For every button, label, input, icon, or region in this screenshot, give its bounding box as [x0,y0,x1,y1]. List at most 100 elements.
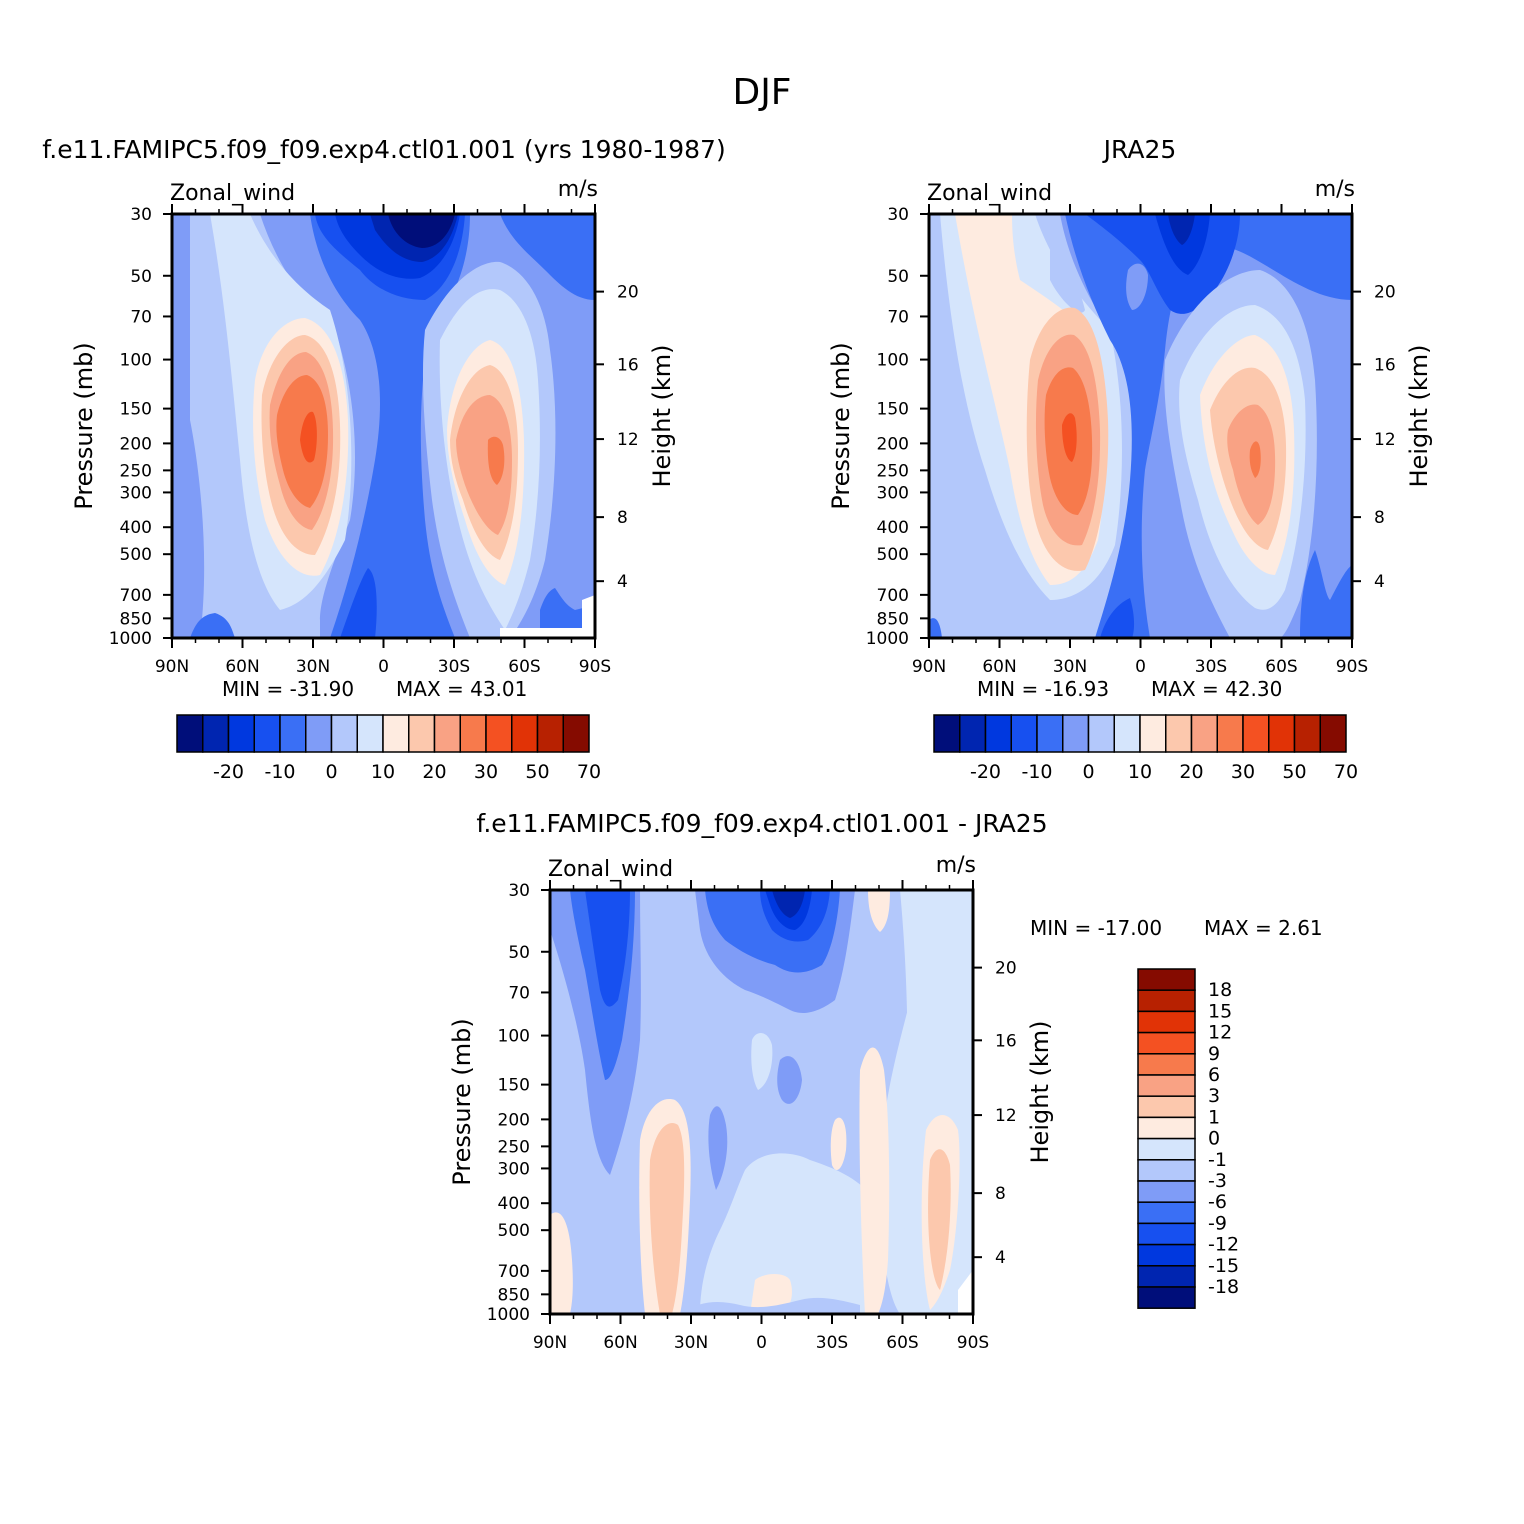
panel-obs-y2tick-label: 16 [1374,355,1396,375]
panel-model-xtick-label: 60S [508,657,540,677]
panel-obs-colorbar-swatch [933,714,961,753]
panel-model-colorbar-swatch [536,714,564,753]
panel-diff-colorbar-label: -6 [1208,1191,1227,1213]
panel-model-colorbar-swatch [305,714,333,753]
panel-obs-colorbar-swatch [1190,714,1218,753]
panel-diff-xtick-label: 60S [886,1333,918,1353]
panel-obs-y2tick-label: 20 [1374,283,1396,303]
panel-diff-colorbar-label: 12 [1208,1022,1232,1044]
panel-obs-colorbar-label: -10 [1021,761,1052,783]
panel-diff-xtick-label: 90N [533,1333,567,1353]
panel-obs-xtick-label: 60N [982,657,1016,677]
panel-diff-colorbar-swatch [1137,1265,1196,1288]
panel-obs-colorbar-swatch [1062,714,1090,753]
panel-diff-title: f.e11.FAMIPC5.f09_f09.exp4.ctl01.001 - J… [476,809,1047,838]
panel-diff-y2tick-label: 4 [995,1248,1006,1268]
panel-diff-xtick-label: 60N [603,1333,637,1353]
panel-diff-units: m/s [936,853,976,878]
panel-obs-colorbar-label: 30 [1231,761,1255,783]
panel-diff-xtick-label: 0 [756,1333,767,1353]
panel-diff-ytick-label: 200 [498,1110,530,1130]
panel-obs-colorbar-label: 10 [1128,761,1152,783]
panel-model-y2tick-label: 8 [617,508,628,528]
panel-model-xtick-label: 30S [438,657,470,677]
panel-diff-y2tick-label: 16 [995,1031,1017,1051]
panel-model-colorbar-label: 0 [325,761,337,783]
panel-diff-ytick-label: 150 [498,1076,530,1096]
panel-model-max: MAX = 43.01 [396,677,527,701]
panel-obs-y2tick-label: 12 [1374,430,1396,450]
panel-obs-ytick-label: 400 [877,518,909,538]
panel-model-xtick-label: 0 [378,657,389,677]
panel-obs-ytick-label: 1000 [866,629,909,649]
panel-diff-ytick-label: 250 [498,1137,530,1157]
panel-model-colorbar-label: 70 [577,761,601,783]
panel-model-xtick-label: 60N [225,657,259,677]
panel-obs-ytick-label: 250 [877,461,909,481]
panel-diff-ytick-label: 1000 [487,1305,530,1325]
panel-diff-colorbar-swatch [1137,1243,1196,1267]
axes-layer: 3050701001502002503004005007008501000201… [70,204,1433,1353]
panel-obs-ytick-label: 100 [877,351,909,371]
panel-obs-xtick-label: 90N [912,657,946,677]
panel-model-ytick-label: 500 [120,545,152,565]
panel-model-y2tick-label: 12 [617,430,639,450]
panel-diff-ytick-label: 400 [498,1194,530,1214]
panel-obs-field [929,214,1352,638]
panel-obs-xtick-label: 90S [1336,657,1368,677]
panel-diff-colorbar-label: -12 [1208,1234,1239,1256]
panel-diff-colorbar-swatch [1137,1286,1196,1309]
panel-obs-colorbar-swatch [1139,714,1167,753]
panel-model-colorbar-label: -10 [264,761,295,783]
panel-model-ytick-label: 250 [120,461,152,481]
panel-obs-units: m/s [1315,177,1355,202]
panel-obs: JRA25 Zonal_wind m/s [927,135,1355,640]
panel-model-colorbar-label: 20 [422,761,446,783]
panel-model-xtick-label: 90S [579,657,611,677]
panel-diff-ylabel: Pressure (mb) [448,1018,476,1185]
panel-diff-colorbar-label: -9 [1208,1212,1227,1234]
panel-diff-colorbar-swatch [1137,1180,1196,1203]
panel-diff-y2tick-label: 8 [995,1184,1006,1204]
panel-obs-title: JRA25 [1102,135,1177,164]
panel-obs-variable: Zonal_wind [927,181,1052,206]
panel-obs-colorbar-swatch [1113,714,1141,753]
panel-obs-colorbar-swatch [1087,714,1115,753]
panel-diff-colorbar-swatch [1137,1074,1196,1097]
panel-obs-ytick-label: 500 [877,545,909,565]
panel-model-colorbar-swatch [356,714,384,753]
panel-diff-colorbar-label: 9 [1208,1043,1220,1065]
panel-obs-ylabel: Pressure (mb) [827,342,855,509]
panel-obs-ytick-label: 850 [877,609,909,629]
panel-diff-colorbar-swatch [1137,1095,1196,1119]
panel-model-units: m/s [558,177,598,202]
panel-model-colorbar-swatch [330,714,358,753]
panel-model-colorbar-swatch [382,714,410,753]
panel-diff-y2tick-label: 12 [995,1106,1017,1126]
panel-obs-max: MAX = 42.30 [1151,677,1282,701]
panel-obs-colorbar-swatch [1165,714,1193,753]
panel-diff-variable: Zonal_wind [548,857,673,882]
panel-model-variable: Zonal_wind [170,181,295,206]
panel-model-ytick-label: 30 [130,205,152,225]
panel-obs-ytick-label: 70 [887,307,909,327]
panel-model-y2tick-label: 20 [617,283,639,303]
panel-diff-xtick-label: 30S [816,1333,848,1353]
panel-diff-ytick-label: 700 [498,1262,530,1282]
panel-model-colorbar-swatch [511,714,539,753]
panel-diff-y2label: Height (km) [1026,1021,1054,1164]
panel-diff-xtick-label: 90S [957,1333,989,1353]
panel-obs-colorbar-label: 20 [1179,761,1203,783]
panel-model-colorbar-label: 10 [371,761,395,783]
panel-obs-xtick-label: 60S [1265,657,1297,677]
panel-obs-colorbar-swatch [1268,714,1296,753]
colorbar-layer: -20 -10 0 10 20 30 50 70 -20 -10 0 10 20 30 50 70181512… [176,714,1358,1309]
panel-obs-colorbar-swatch [1242,714,1270,753]
panel-model-ytick-label: 50 [130,267,152,287]
panel-obs-colorbar-swatch [984,714,1012,753]
panel-diff-colorbar-swatch [1137,968,1196,991]
panel-obs-y2tick-label: 8 [1374,508,1385,528]
panel-diff-colorbar-label: -1 [1208,1149,1227,1171]
panel-obs-colorbar-label: 50 [1282,761,1306,783]
